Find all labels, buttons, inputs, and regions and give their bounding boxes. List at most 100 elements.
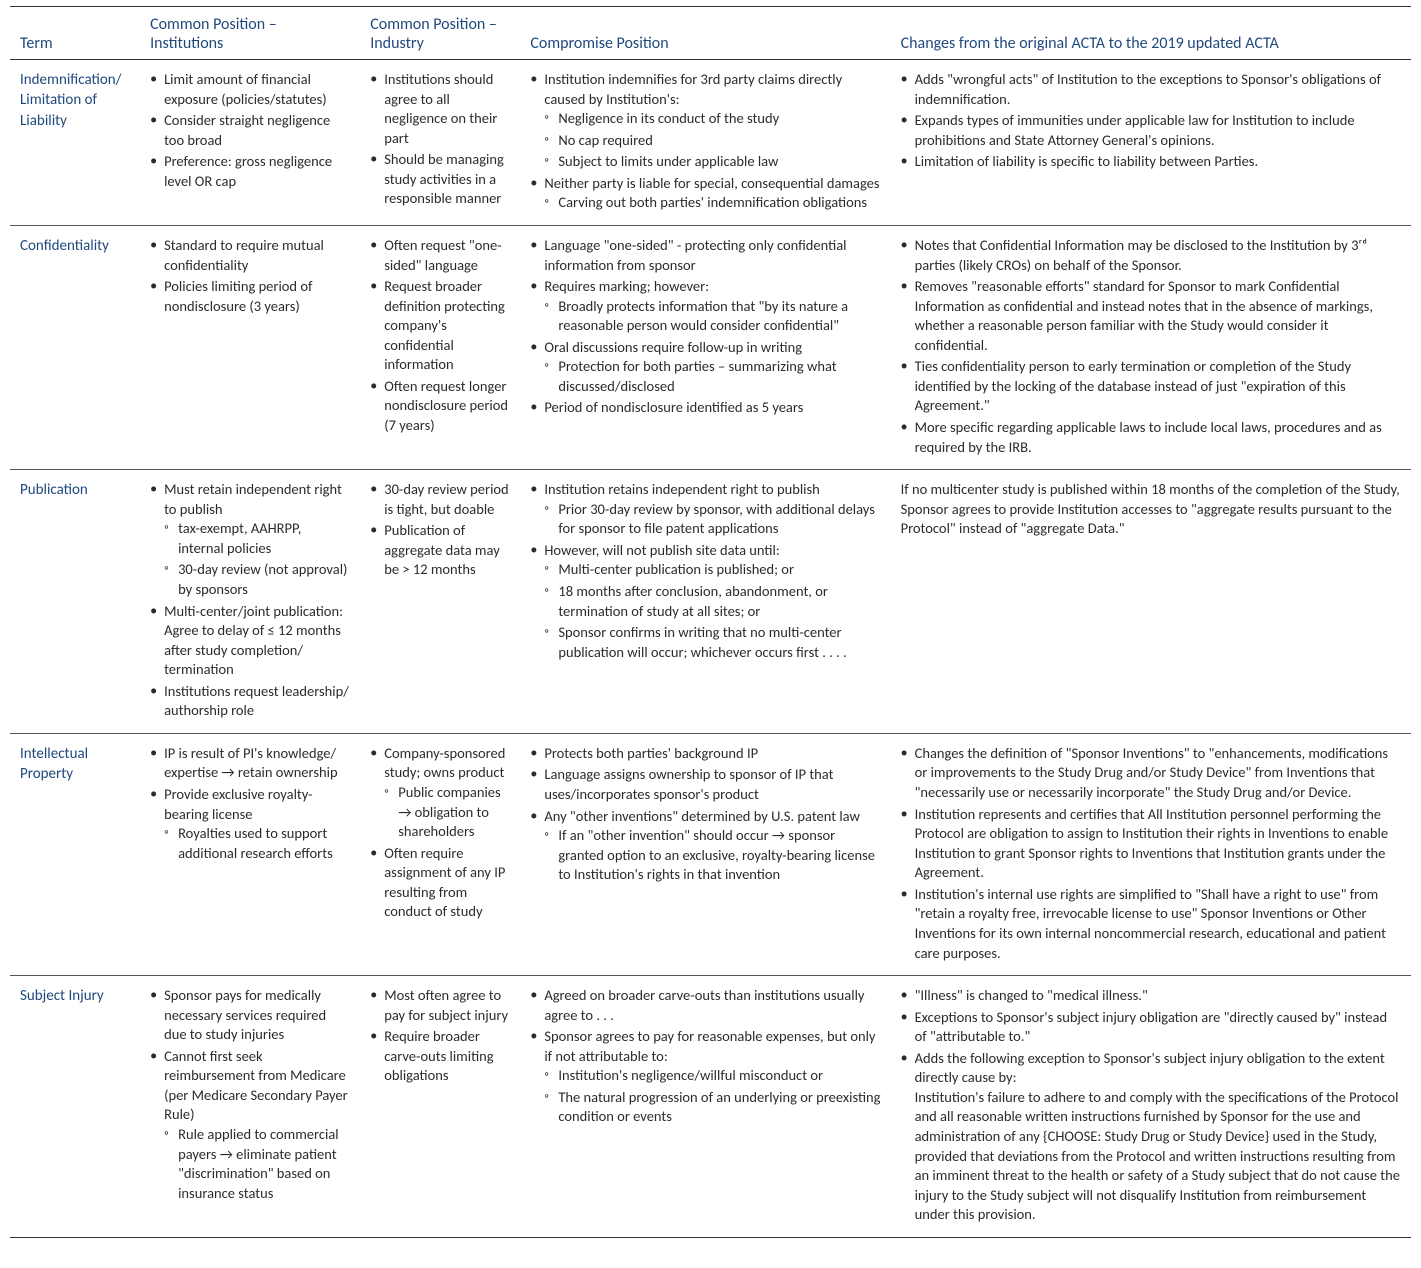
- list-item: Protects both parties' background IP: [530, 744, 880, 764]
- term-cell: Intellectual Property: [10, 733, 140, 975]
- col-header-compromise: Compromise Position: [520, 7, 890, 60]
- list-item: Public companies → obligation to shareho…: [384, 783, 510, 842]
- list-item: Often request longer nondisclosure perio…: [370, 377, 510, 436]
- table-row: Confidentiality Standard to require mutua…: [10, 225, 1411, 469]
- list-item: Institutions request leadership/ authors…: [150, 682, 350, 721]
- list-item: Sponsor pays for medically necessary ser…: [150, 986, 350, 1045]
- col-header-term: Term: [10, 7, 140, 60]
- bullet-list: Agreed on broader carve-outs than instit…: [530, 986, 880, 1127]
- bullet-list: Institutions should agree to all neglige…: [370, 70, 510, 209]
- table-header: Term Common Position – Institutions Comm…: [10, 7, 1411, 60]
- institutions-cell: Limit amount of financial exposure (poli…: [140, 60, 360, 226]
- compromise-cell: Protects both parties' background IPLang…: [520, 733, 890, 975]
- bullet-list: Most often agree to pay for subject inju…: [370, 986, 510, 1086]
- list-item: No cap required: [544, 131, 880, 151]
- list-item: Require broader carve-outs limiting obli…: [370, 1027, 510, 1086]
- list-item: 18 months after conclusion, abandonment,…: [544, 582, 880, 621]
- list-item: Often request "one-sided" language: [370, 236, 510, 275]
- list-item: However, will not publish site data unti…: [530, 541, 880, 662]
- industry-cell: 30-day review period is tight, but doabl…: [360, 470, 520, 734]
- sub-bullet-list: Multi-center publication is published; o…: [544, 560, 880, 662]
- list-item: IP is result of PI's knowledge/ expertis…: [150, 744, 350, 783]
- list-item: Consider straight negligence too broad: [150, 111, 350, 150]
- industry-cell: Institutions should agree to all neglige…: [360, 60, 520, 226]
- bullet-list: Limit amount of financial exposure (poli…: [150, 70, 350, 191]
- col-header-industry: Common Position – Industry: [360, 7, 520, 60]
- list-item: Negligence in its conduct of the study: [544, 109, 880, 129]
- list-item: Cannot first seek reimbursement from Med…: [150, 1047, 350, 1204]
- sub-bullet-list: Institution's negligence/willful miscond…: [544, 1066, 880, 1127]
- bullet-list: IP is result of PI's knowledge/ expertis…: [150, 744, 350, 863]
- list-item: Oral discussions require follow-up in wr…: [530, 338, 880, 397]
- list-item: Most often agree to pay for subject inju…: [370, 986, 510, 1025]
- sub-bullet-list: Carving out both parties' indemnificatio…: [544, 193, 880, 213]
- list-item: The natural progression of an underlying…: [544, 1088, 880, 1127]
- bullet-list: Adds "wrongful acts" of Institution to t…: [901, 70, 1401, 172]
- list-item: Rule applied to commercial payers → elim…: [164, 1125, 350, 1203]
- bullet-list: Sponsor pays for medically necessary ser…: [150, 986, 350, 1203]
- institutions-cell: Must retain independent right to publish…: [140, 470, 360, 734]
- institutions-cell: Sponsor pays for medically necessary ser…: [140, 976, 360, 1238]
- list-item: If an "other invention" should occur → s…: [544, 826, 880, 885]
- list-item: Ties confidentiality person to early ter…: [901, 357, 1401, 416]
- bullet-list: Institution retains independent right to…: [530, 480, 880, 662]
- sub-bullet-list: Rule applied to commercial payers → elim…: [164, 1125, 350, 1203]
- list-item: Sponsor agrees to pay for reasonable exp…: [530, 1027, 880, 1127]
- list-item: Policies limiting period of nondisclosur…: [150, 277, 350, 316]
- list-item: Subject to limits under applicable law: [544, 152, 880, 172]
- institutions-cell: IP is result of PI's knowledge/ expertis…: [140, 733, 360, 975]
- term-cell: Indemnification/ Limitation of Liability: [10, 60, 140, 226]
- sub-bullet-list: Public companies → obligation to shareho…: [384, 783, 510, 842]
- cell-text: If no multicenter study is published wit…: [901, 480, 1401, 539]
- sub-bullet-list: Prior 30-day review by sponsor, with add…: [544, 500, 880, 539]
- list-item: Often require assignment of any IP resul…: [370, 844, 510, 922]
- col-header-institutions: Common Position – Institutions: [140, 7, 360, 60]
- list-item: Changes the definition of "Sponsor Inven…: [901, 744, 1401, 803]
- list-item: Institution represents and certifies tha…: [901, 805, 1401, 883]
- list-item: Requires marking; however:Broadly protec…: [530, 277, 880, 336]
- list-item: Preference: gross negligence level OR ca…: [150, 152, 350, 191]
- list-item: Carving out both parties' indemnificatio…: [544, 193, 880, 213]
- changes-cell: Notes that Confidential Information may …: [891, 225, 1411, 469]
- list-item: Adds the following exception to Sponsor'…: [901, 1049, 1401, 1225]
- bullet-list: Changes the definition of "Sponsor Inven…: [901, 744, 1401, 963]
- term-cell: Confidentiality: [10, 225, 140, 469]
- list-item: Institution retains independent right to…: [530, 480, 880, 539]
- institutions-cell: Standard to require mutual confidentiali…: [140, 225, 360, 469]
- list-item: Institution's negligence/willful miscond…: [544, 1066, 880, 1086]
- bullet-list: 30-day review period is tight, but doabl…: [370, 480, 510, 580]
- list-item: Sponsor confirms in writing that no mult…: [544, 623, 880, 662]
- list-item: Removes "reasonable efforts" standard fo…: [901, 277, 1401, 355]
- changes-cell: Changes the definition of "Sponsor Inven…: [891, 733, 1411, 975]
- bullet-list: Standard to require mutual confidentiali…: [150, 236, 350, 316]
- sub-bullet-list: Royalties used to support additional res…: [164, 824, 350, 863]
- compromise-cell: Agreed on broader carve-outs than instit…: [520, 976, 890, 1238]
- list-item: Company-sponsored study; owns productPub…: [370, 744, 510, 842]
- bullet-list: "Illness" is changed to "medical illness…: [901, 986, 1401, 1225]
- list-item: Protection for both parties – summarizin…: [544, 357, 880, 396]
- compromise-cell: Institution indemnifies for 3rd party cl…: [520, 60, 890, 226]
- bullet-list: Language "one-sided" - protecting only c…: [530, 236, 880, 418]
- table-row: Indemnification/ Limitation of Liability…: [10, 60, 1411, 226]
- list-item: Period of nondisclosure identified as 5 …: [530, 398, 880, 418]
- list-item: "Illness" is changed to "medical illness…: [901, 986, 1401, 1006]
- acta-comparison-table: Term Common Position – Institutions Comm…: [0, 0, 1421, 1268]
- sub-bullet-list: If an "other invention" should occur → s…: [544, 826, 880, 885]
- industry-cell: Often request "one-sided" languageReques…: [360, 225, 520, 469]
- list-item: More specific regarding applicable laws …: [901, 418, 1401, 457]
- sub-bullet-list: Broadly protects information that "by it…: [544, 297, 880, 336]
- compromise-cell: Institution retains independent right to…: [520, 470, 890, 734]
- bullet-list: Must retain independent right to publish…: [150, 480, 350, 721]
- list-item: Standard to require mutual confidentiali…: [150, 236, 350, 275]
- list-item: Agreed on broader carve-outs than instit…: [530, 986, 880, 1025]
- industry-cell: Most often agree to pay for subject inju…: [360, 976, 520, 1238]
- table-row: PublicationMust retain independent right…: [10, 470, 1411, 734]
- list-item: Institution's internal use rights are si…: [901, 885, 1401, 963]
- list-item: Royalties used to support additional res…: [164, 824, 350, 863]
- list-item: Provide exclusive royalty-bearing licens…: [150, 785, 350, 863]
- table-body: Indemnification/ Limitation of Liability…: [10, 60, 1411, 1238]
- sub-bullet-list: tax-exempt, AAHRPP, internal policies30-…: [164, 519, 350, 599]
- comparison-table: Term Common Position – Institutions Comm…: [10, 6, 1411, 1238]
- bullet-list: Notes that Confidential Information may …: [901, 236, 1401, 457]
- list-item: Broadly protects information that "by it…: [544, 297, 880, 336]
